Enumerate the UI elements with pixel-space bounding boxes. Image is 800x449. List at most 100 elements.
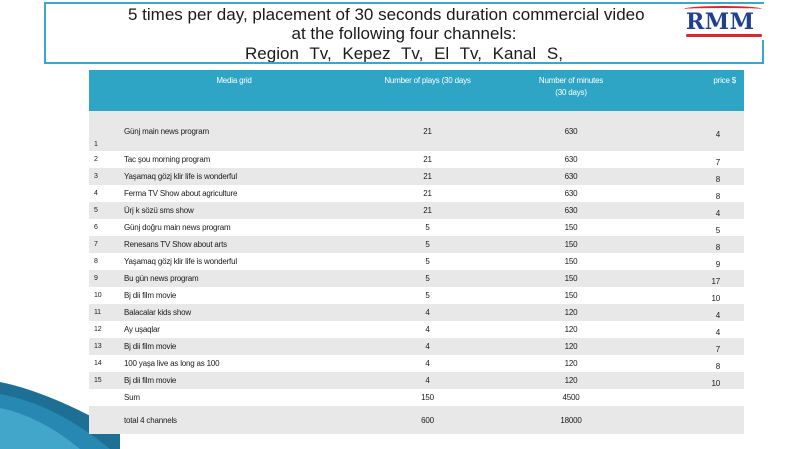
media-name: Ay uşaqlar (124, 321, 380, 338)
minutes-count: 630 (476, 168, 667, 185)
table-row: 1 Günj main news program 21 630 4 (89, 111, 745, 151)
row-number: 6 (89, 219, 124, 236)
title-line-2: at the following four channels: (291, 24, 517, 43)
media-grid-table: Media grid Number of plays (30 days Numb… (89, 70, 745, 434)
title-line-3: Region Tv, Kepez Tv, El Tv, Kanal S, (245, 44, 563, 63)
table-row: 10 Bj dii film movie 5 150 10 (89, 287, 745, 304)
plays-count: 5 (379, 253, 477, 270)
total-minutes: 18000 (476, 406, 667, 434)
row-number: 2 (89, 151, 124, 168)
header-minutes-line1: Number of minutes (538, 76, 604, 85)
plays-count: 21 (379, 168, 477, 185)
price-value: 5 (666, 219, 745, 236)
header-number-of-minutes: Number of minutes (30 days) (476, 70, 667, 111)
media-name: Günj main news program (124, 111, 380, 151)
row-number: 7 (89, 236, 124, 253)
media-name: Bj dii film movie (124, 338, 380, 355)
row-number: 8 (89, 253, 124, 270)
minutes-count: 150 (476, 270, 667, 287)
price-value: 4 (666, 321, 745, 338)
total-label: total 4 channels (124, 406, 380, 434)
media-name: Günj doğru main news program (124, 219, 380, 236)
rmm-logo: RMM (682, 4, 766, 40)
plays-count: 5 (379, 287, 477, 304)
plays-count: 4 (379, 304, 477, 321)
media-name: Renesans TV Show about arts (124, 236, 380, 253)
row-number: 12 (89, 321, 124, 338)
plays-count: 5 (379, 219, 477, 236)
media-name: 100 yaşa live as long as 100 (124, 355, 380, 372)
price-value: 10 (666, 287, 745, 304)
plays-count: 4 (379, 355, 477, 372)
minutes-count: 630 (476, 151, 667, 168)
price-value: 4 (666, 111, 745, 151)
table-row: 8 Yaşamaq gözj klir life is wonderful 5 … (89, 253, 745, 270)
plays-count: 21 (379, 151, 477, 168)
plays-count: 5 (379, 236, 477, 253)
minutes-count: 120 (476, 304, 667, 321)
plays-count: 4 (379, 321, 477, 338)
media-name: Yaşamaq gözj klir life is wonderful (124, 253, 380, 270)
row-number: 15 (89, 372, 124, 389)
table-row: 14 100 yaşa live as long as 100 4 120 8 (89, 355, 745, 372)
header-media-grid: Media grid (89, 70, 380, 111)
sum-plays: 150 (379, 389, 477, 406)
price-value: 8 (666, 185, 745, 202)
price-value: 7 (666, 338, 745, 355)
minutes-count: 150 (476, 287, 667, 304)
table-row: 6 Günj doğru main news program 5 150 5 (89, 219, 745, 236)
minutes-count: 630 (476, 202, 667, 219)
media-name: Ürj k sözü sms show (124, 202, 380, 219)
price-value: 4 (666, 202, 745, 219)
total-row-number-cell (89, 406, 124, 434)
price-value: 10 (666, 372, 745, 389)
minutes-count: 120 (476, 321, 667, 338)
price-value: 9 (666, 253, 745, 270)
title-line-1: 5 times per day, placement of 30 seconds… (128, 5, 645, 24)
plays-count: 21 (379, 202, 477, 219)
price-value: 8 (666, 168, 745, 185)
row-number: 9 (89, 270, 124, 287)
logo-text: RMM (686, 9, 755, 35)
minutes-count: 120 (476, 355, 667, 372)
row-number: 11 (89, 304, 124, 321)
minutes-count: 630 (476, 185, 667, 202)
header-price: price $ (666, 70, 745, 111)
row-number: 4 (89, 185, 124, 202)
table-row: 12 Ay uşaqlar 4 120 4 (89, 321, 745, 338)
table-row: 4 Ferma TV Show about agriculture 21 630… (89, 185, 745, 202)
row-number: 13 (89, 338, 124, 355)
table-header-row: Media grid Number of plays (30 days Numb… (89, 70, 745, 111)
sum-row: Sum 150 4500 (89, 389, 745, 406)
row-number: 10 (89, 287, 124, 304)
total-row: total 4 channels 600 18000 (89, 406, 745, 434)
sum-label: Sum (124, 389, 380, 406)
table-row: 2 Tac şou morning program 21 630 7 (89, 151, 745, 168)
media-name: Bu gün news program (124, 270, 380, 287)
media-name: Ferma TV Show about agriculture (124, 185, 380, 202)
minutes-count: 120 (476, 338, 667, 355)
media-name: Bj dii film movie (124, 287, 380, 304)
minutes-count: 630 (476, 111, 667, 151)
minutes-count: 150 (476, 219, 667, 236)
row-number: 5 (89, 202, 124, 219)
header-number-of-plays: Number of plays (30 days (379, 70, 477, 111)
plays-count: 5 (379, 270, 477, 287)
header-minutes-line2: (30 days) (555, 88, 587, 97)
slide-title-box: 5 times per day, placement of 30 seconds… (44, 2, 764, 64)
plays-count: 4 (379, 338, 477, 355)
media-name: Yaşamaq gözj klir life is wonderful (124, 168, 380, 185)
logo-swoosh-bottom (686, 34, 762, 37)
media-name: Bj dii film movie (124, 372, 380, 389)
table-row: 7 Renesans TV Show about arts 5 150 8 (89, 236, 745, 253)
sum-minutes: 4500 (476, 389, 667, 406)
media-name: Tac şou morning program (124, 151, 380, 168)
media-name: Balacalar kids show (124, 304, 380, 321)
table-row: 3 Yaşamaq gözj klir life is wonderful 21… (89, 168, 745, 185)
price-value: 8 (666, 236, 745, 253)
sum-price-cell (666, 389, 745, 406)
price-value: 8 (666, 355, 745, 372)
table-row: 11 Balacalar kids show 4 120 4 (89, 304, 745, 321)
row-number: 1 (89, 111, 124, 151)
table-row: 9 Bu gün news program 5 150 17 (89, 270, 745, 287)
